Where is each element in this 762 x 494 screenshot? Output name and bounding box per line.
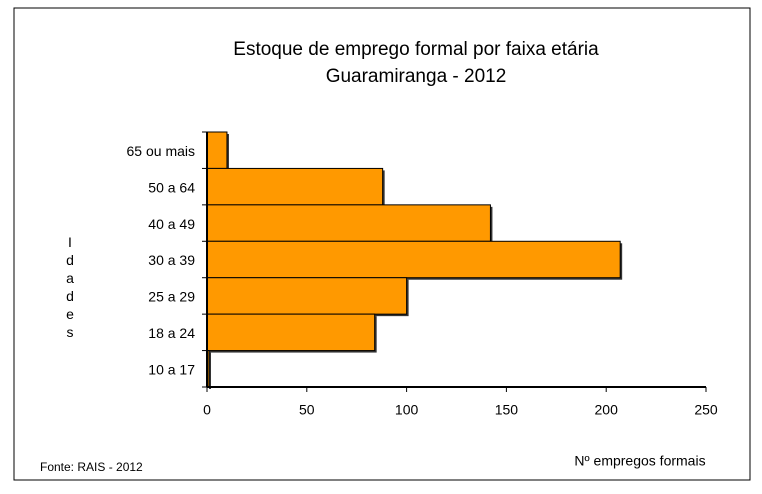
bar-shadow xyxy=(209,352,211,389)
x-tick-label: 250 xyxy=(694,402,718,418)
chart-subtitle: Guaramiranga - 2012 xyxy=(326,66,507,87)
x-tick-label: 0 xyxy=(203,402,211,418)
y-tick-label: 50 a 64 xyxy=(148,179,195,195)
y-tick-label: 65 ou mais xyxy=(127,143,195,159)
chart-title: Estoque de emprego formal por faixa etár… xyxy=(233,39,599,60)
x-tick-label: 100 xyxy=(395,402,419,418)
y-tick-label: 30 a 39 xyxy=(148,252,195,268)
x-tick-label: 50 xyxy=(299,402,315,418)
bar xyxy=(206,313,376,352)
source-note: Fonte: RAIS - 2012 xyxy=(40,460,143,474)
y-tick-label: 10 a 17 xyxy=(148,361,195,377)
x-tick-label: 200 xyxy=(595,402,619,418)
bar xyxy=(206,277,408,315)
y-axis-title: Idades xyxy=(62,234,78,342)
bar xyxy=(206,204,491,242)
bar xyxy=(206,131,228,169)
x-tick-label: 150 xyxy=(495,402,519,418)
y-tick-label: 18 a 24 xyxy=(148,325,195,341)
bar xyxy=(206,167,384,206)
x-axis-title: Nº empregos formais xyxy=(574,453,705,469)
bar xyxy=(206,240,621,279)
y-tick-label: 25 a 29 xyxy=(148,289,195,305)
y-tick-label: 40 a 49 xyxy=(148,216,195,232)
